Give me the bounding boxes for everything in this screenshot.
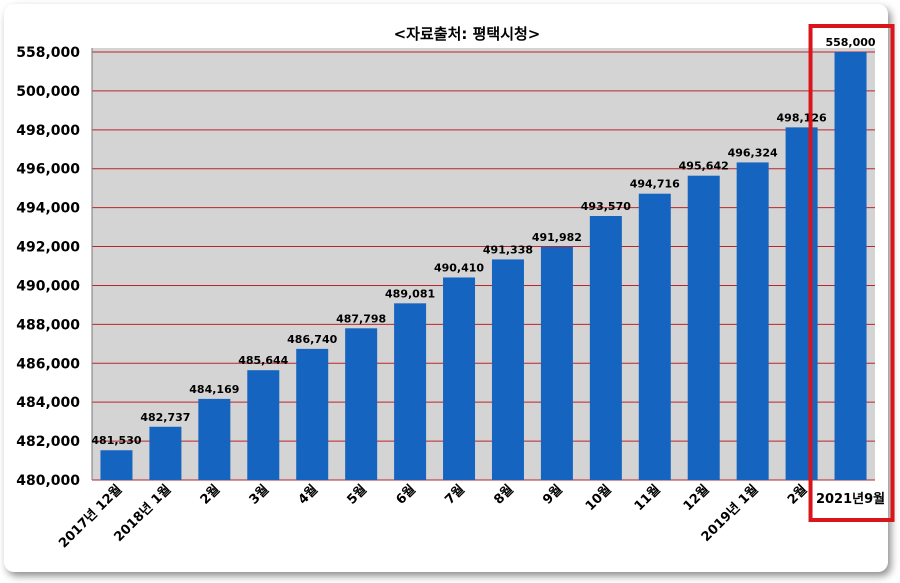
x-tick-label: 7월 bbox=[442, 482, 468, 508]
y-tick-label: 492,000 bbox=[16, 240, 80, 256]
data-label: 558,000 bbox=[825, 36, 875, 49]
y-tick-label: 558,000 bbox=[16, 45, 80, 61]
chart-title: <자료출처: 평택시청> bbox=[394, 25, 541, 43]
x-tick-label: 11월 bbox=[631, 482, 664, 515]
x-tick-label: 2월 bbox=[784, 482, 810, 508]
data-label: 496,324 bbox=[728, 146, 778, 159]
x-tick-label: 2021년9월 bbox=[816, 491, 885, 507]
bar bbox=[638, 193, 671, 480]
bar bbox=[394, 303, 427, 480]
data-label: 490,410 bbox=[434, 261, 484, 274]
x-tick-label: 10월 bbox=[582, 482, 615, 515]
y-tick-label: 496,000 bbox=[16, 162, 80, 178]
bar bbox=[687, 175, 720, 480]
x-tick-label: 3월 bbox=[246, 482, 272, 508]
highlight-box bbox=[808, 24, 895, 522]
bar bbox=[443, 277, 476, 480]
data-label: 498,126 bbox=[777, 111, 827, 124]
data-label: 486,740 bbox=[287, 333, 337, 346]
x-tick-label: 4월 bbox=[295, 482, 321, 508]
y-tick-label: 488,000 bbox=[16, 317, 80, 333]
y-tick-label: 490,000 bbox=[16, 278, 80, 294]
data-label: 493,570 bbox=[581, 200, 631, 213]
y-tick-label: 482,000 bbox=[16, 434, 80, 450]
data-label: 491,338 bbox=[483, 243, 533, 256]
bar bbox=[589, 216, 622, 480]
bar bbox=[345, 328, 378, 480]
bar bbox=[198, 398, 231, 480]
y-tick-label: 484,000 bbox=[16, 395, 80, 411]
bar bbox=[491, 259, 524, 480]
data-label: 491,982 bbox=[532, 231, 582, 244]
bar bbox=[540, 246, 573, 480]
x-tick-label: 8월 bbox=[491, 482, 517, 508]
x-tick-label: 2017년 12월 bbox=[55, 482, 125, 552]
data-label: 494,716 bbox=[630, 178, 680, 191]
x-tick-label: 2월 bbox=[197, 482, 223, 508]
bar bbox=[296, 348, 329, 480]
data-label: 485,644 bbox=[238, 354, 288, 367]
data-label: 495,642 bbox=[679, 160, 729, 173]
x-tick-label: 6월 bbox=[393, 482, 419, 508]
x-tick-label: 5월 bbox=[344, 482, 370, 508]
bar bbox=[247, 370, 280, 480]
bar bbox=[100, 450, 133, 480]
x-tick-label: 12월 bbox=[680, 482, 713, 515]
y-tick-label: 494,000 bbox=[16, 201, 80, 217]
x-tick-label: 9월 bbox=[540, 482, 566, 508]
bar bbox=[736, 162, 769, 480]
y-tick-label: 486,000 bbox=[16, 356, 80, 372]
y-tick-label: 500,000 bbox=[16, 84, 80, 100]
data-label: 484,169 bbox=[189, 383, 239, 396]
data-label: 481,530 bbox=[91, 434, 141, 447]
y-tick-label: 480,000 bbox=[16, 473, 80, 489]
data-label: 487,798 bbox=[336, 312, 386, 325]
y-tick-label: 498,000 bbox=[16, 123, 80, 139]
data-label: 482,737 bbox=[140, 411, 190, 424]
bar bbox=[834, 52, 867, 480]
bar bbox=[149, 426, 182, 480]
data-label: 489,081 bbox=[385, 287, 435, 300]
bar bbox=[785, 127, 818, 480]
